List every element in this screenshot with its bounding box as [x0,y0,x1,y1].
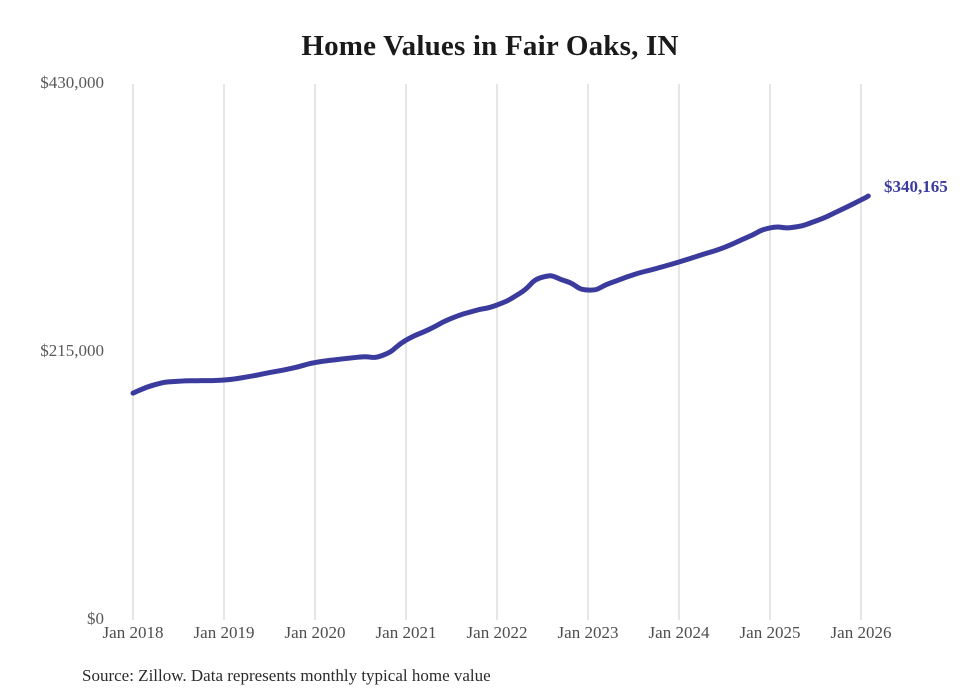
x-axis-tick-label: Jan 2018 [102,623,164,642]
home-value-line [130,193,871,396]
x-axis-tick-label: Jan 2024 [648,623,710,642]
x-axis-tick-label: Jan 2021 [375,623,437,642]
end-point-value-label: $340,165 [884,177,948,196]
page-title: Home Values in Fair Oaks, IN [301,30,679,62]
x-axis-tick-label: Jan 2020 [284,623,346,642]
x-axis-tick-label: Jan 2026 [830,623,892,642]
x-axis-tick-label: Jan 2025 [739,623,801,642]
gridlines-group [132,84,862,620]
x-axis-tick-label: Jan 2019 [193,623,255,642]
x-axis-tick-label: Jan 2023 [557,623,619,642]
x-axis-tick-label: Jan 2022 [466,623,528,642]
y-axis-tick-label: $215,000 [40,341,104,360]
y-axis-tick-label: $0 [87,609,104,628]
source-note: Source: Zillow. Data represents monthly … [82,666,491,685]
y-axis-tick-label: $430,000 [40,73,104,92]
